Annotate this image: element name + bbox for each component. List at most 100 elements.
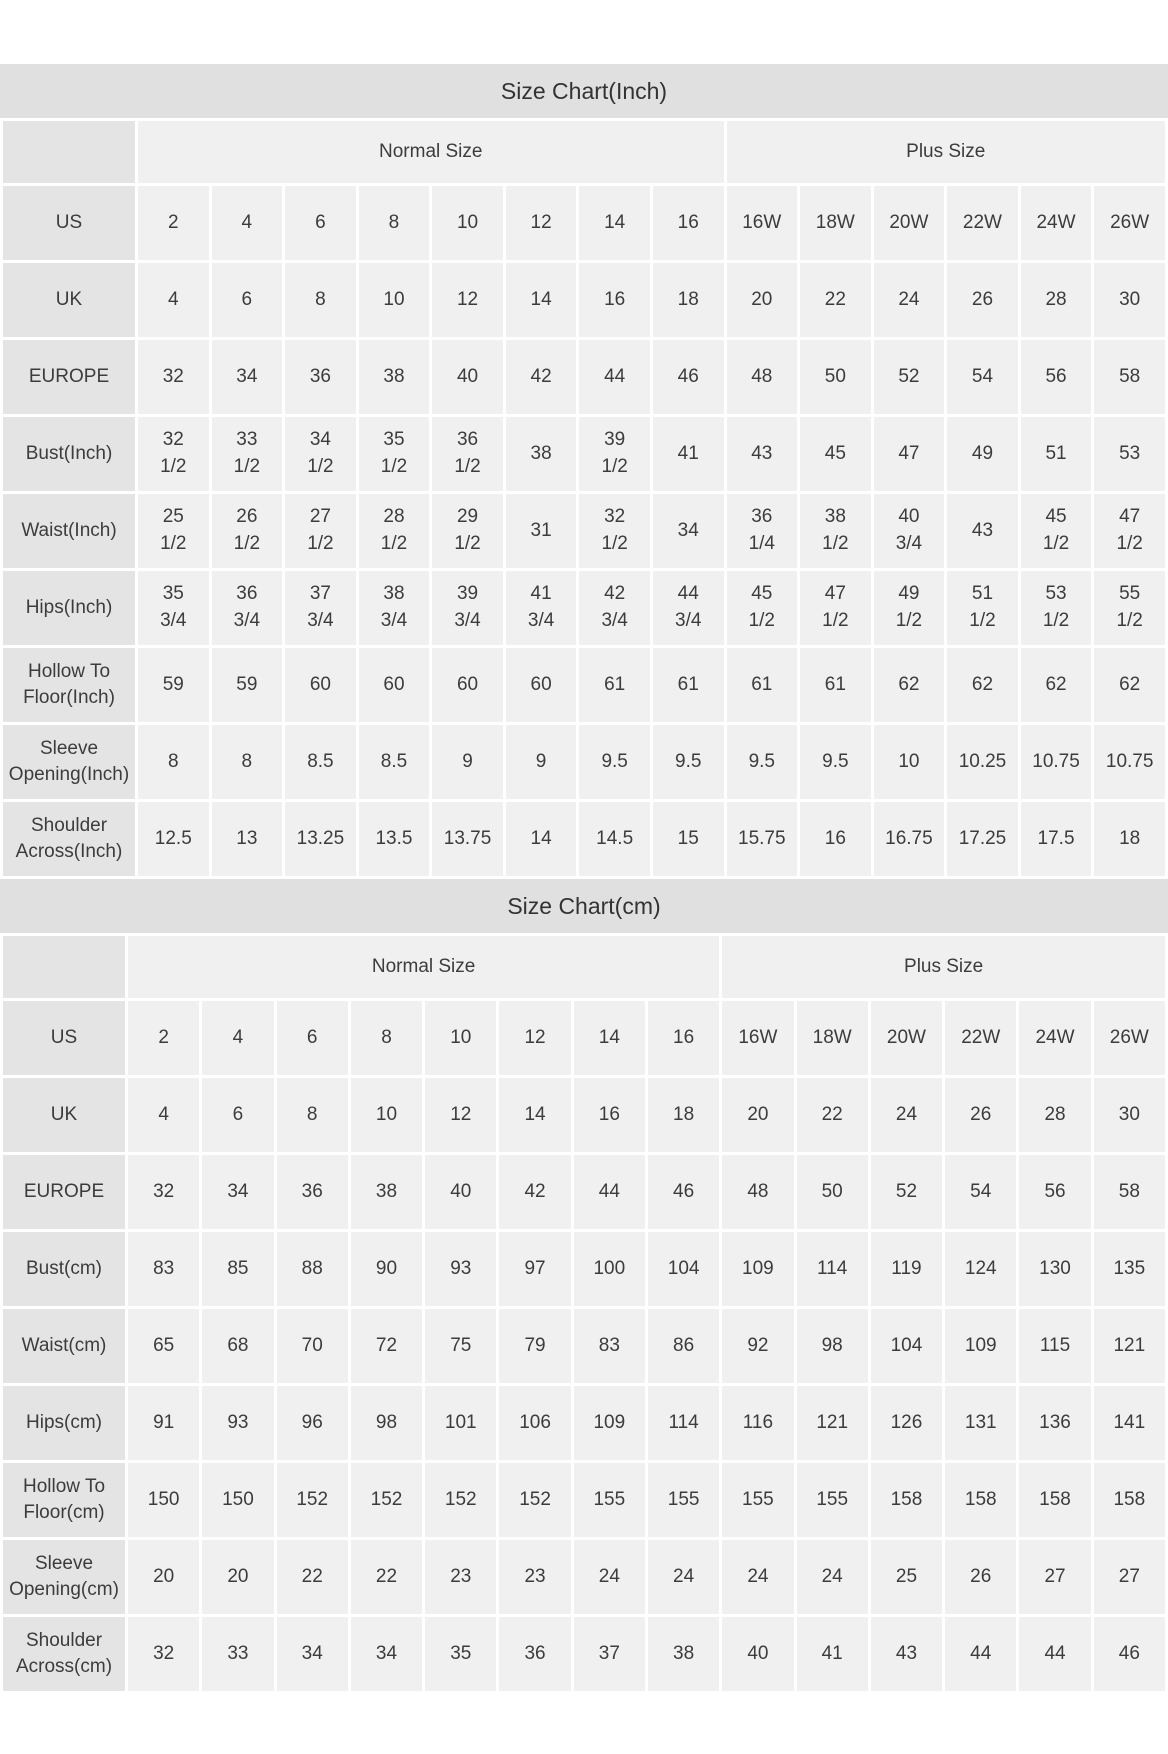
table-cell: 155 [647, 1463, 720, 1537]
table-cell: 14 [505, 802, 577, 876]
table-cell: 39 3/4 [432, 571, 503, 645]
table-cell: 16 [579, 263, 650, 337]
table-cell: 24W [1020, 186, 1092, 260]
table-cell: 35 [425, 1617, 497, 1691]
table-cell: 2 [128, 1001, 200, 1075]
table-cell: 58 [1094, 340, 1165, 414]
table-cell: 62 [1020, 648, 1092, 722]
table-cell: 35 3/4 [138, 571, 209, 645]
group-header-row: Normal Size Plus Size [3, 121, 1165, 183]
table-cell: 41 3/4 [505, 571, 577, 645]
table-cell: 40 [722, 1617, 794, 1691]
table-cell: 26W [1093, 1001, 1165, 1075]
table-cell: 22W [945, 1001, 1017, 1075]
table-row: Hips(cm) 91 93 96 98 101 106 109 114 116 121 126 131… [3, 1386, 1165, 1460]
table-cell: 38 3/4 [358, 571, 430, 645]
table-cell: 54 [945, 1155, 1017, 1229]
table-cell: 101 [425, 1386, 497, 1460]
table-cell: 126 [870, 1386, 943, 1460]
table-cell: 104 [647, 1232, 720, 1306]
row-label: EUROPE [3, 1155, 125, 1229]
table-cell: 83 [573, 1309, 645, 1383]
size-chart-cm-section: Size Chart(cm) Normal Size Plus Size US 2 4 6… [0, 879, 1168, 1694]
table-cell: 60 [505, 648, 577, 722]
table-cell: 30 [1093, 1078, 1165, 1152]
table-cell: 36 1/2 [432, 417, 503, 491]
row-label: Shoulder Across(cm) [3, 1617, 125, 1691]
table-cell: 16W [726, 186, 798, 260]
table-cell: 61 [726, 648, 798, 722]
table-cell: 8 [138, 725, 209, 799]
table-cell: 59 [138, 648, 209, 722]
table-cell: 14 [573, 1001, 645, 1075]
row-label: Hips(Inch) [3, 571, 135, 645]
table-cell: 42 3/4 [579, 571, 650, 645]
table-cell: 12 [425, 1078, 497, 1152]
table-row: EUROPE 32 34 36 38 40 42 44 46 48 50 52 54 56 58 [3, 340, 1165, 414]
table-cell: 50 [800, 340, 871, 414]
table-cell: 119 [870, 1232, 943, 1306]
table-cell: 36 3/4 [211, 571, 283, 645]
table-cell: 34 [350, 1617, 423, 1691]
group-header-normal-size: Normal Size [138, 121, 724, 183]
table-cell: 10 [358, 263, 430, 337]
table-cell: 83 [128, 1232, 200, 1306]
table-cell: 12 [505, 186, 577, 260]
table-cell: 116 [722, 1386, 794, 1460]
table-cell: 36 1/4 [726, 494, 798, 568]
table-row: Hips(Inch) 35 3/4 36 3/4 37 3/4 38 3/4 39 3/4… [3, 571, 1165, 645]
table-cell: 121 [796, 1386, 868, 1460]
table-cell: 36 [285, 340, 356, 414]
row-label: Sleeve Opening(Inch) [3, 725, 135, 799]
table-cell: 14 [499, 1078, 571, 1152]
table-row: Shoulder Across(cm) 32 33 34 34 35 36 37 38 40 41 4… [3, 1617, 1165, 1691]
table-cell: 20 [128, 1540, 200, 1614]
table-cell: 26 [945, 1078, 1017, 1152]
row-label: Hips(cm) [3, 1386, 125, 1460]
table-cell: 46 [652, 340, 724, 414]
table-cell: 51 [1020, 417, 1092, 491]
table-cell: 45 1/2 [1020, 494, 1092, 568]
table-cell: 6 [202, 1078, 274, 1152]
table-cell: 16 [652, 186, 724, 260]
table-row: Waist(Inch) 25 1/2 26 1/2 27 1/2 28 1/2 29 1/… [3, 494, 1165, 568]
table-row: Hollow To Floor(Inch) 59 59 60 60 60 60 61 61 61 6… [3, 648, 1165, 722]
table-cell: 18 [647, 1078, 720, 1152]
table-row: EUROPE 32 34 36 38 40 42 44 46 48 50 52 54 56 58 [3, 1155, 1165, 1229]
table-cell: 38 [505, 417, 577, 491]
table-cell: 56 [1019, 1155, 1091, 1229]
table-cell: 49 1/2 [873, 571, 945, 645]
table-cell: 131 [945, 1386, 1017, 1460]
table-cell: 15 [652, 802, 724, 876]
table-cell: 79 [499, 1309, 571, 1383]
table-cell: 4 [128, 1078, 200, 1152]
table-row: US 2 4 6 8 10 12 14 16 16W 18W 20W 22W 24W 26W [3, 1001, 1165, 1075]
table-cell: 23 [425, 1540, 497, 1614]
table-cell: 40 3/4 [873, 494, 945, 568]
row-label: Bust(cm) [3, 1232, 125, 1306]
table-cell: 38 1/2 [800, 494, 871, 568]
table-cell: 16.75 [873, 802, 945, 876]
table-cell: 20W [873, 186, 945, 260]
table-row: Shoulder Across(Inch) 12.5 13 13.25 13.5 13.7… [3, 802, 1165, 876]
table-cell: 136 [1019, 1386, 1091, 1460]
table-cell: 20 [726, 263, 798, 337]
table-cell: 2 [138, 186, 209, 260]
table-cell: 75 [425, 1309, 497, 1383]
table-cell: 98 [350, 1386, 423, 1460]
table-cell: 44 3/4 [652, 571, 724, 645]
table-cell: 37 [573, 1617, 645, 1691]
table-row: Sleeve Opening(Inch) 8 8 8.5 8.5 9 9 9.5 9.5 9.5 9… [3, 725, 1165, 799]
table-cell: 34 [202, 1155, 274, 1229]
table-cell: 22 [796, 1078, 868, 1152]
table-cell: 59 [211, 648, 283, 722]
table-cell: 150 [202, 1463, 274, 1537]
table-cell: 97 [499, 1232, 571, 1306]
table-cell: 43 [870, 1617, 943, 1691]
table-cell: 60 [358, 648, 430, 722]
table-cell: 158 [945, 1463, 1017, 1537]
table-cell: 61 [579, 648, 650, 722]
table-cell: 42 [499, 1155, 571, 1229]
table-cell: 10.75 [1020, 725, 1092, 799]
table-cell: 109 [722, 1232, 794, 1306]
